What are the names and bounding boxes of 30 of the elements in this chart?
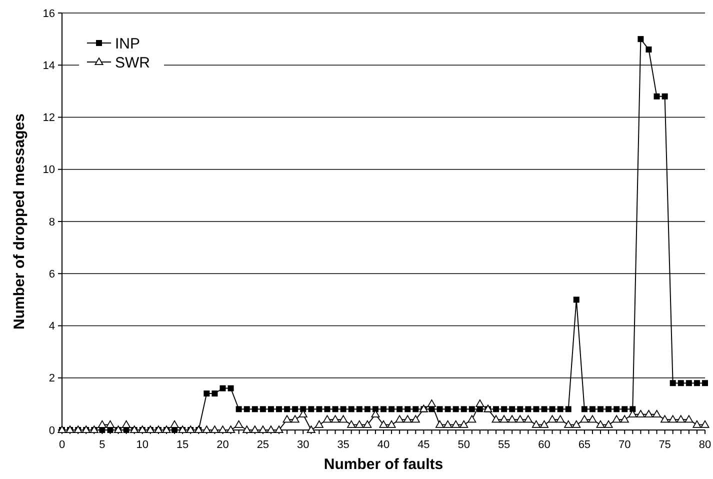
y-axis-title: Number of dropped messages (11, 114, 28, 330)
x-tick-label: 15 (176, 439, 189, 451)
y-tick-label: 16 (42, 8, 55, 20)
x-tick-label: 10 (136, 439, 148, 451)
x-tick-label: 70 (618, 439, 631, 451)
x-tick-label: 75 (658, 439, 671, 451)
x-tick-label: 80 (698, 439, 712, 451)
x-tick-label: 55 (498, 439, 510, 451)
x-tick-label: 5 (99, 439, 106, 451)
legend-label: INP (115, 35, 140, 52)
x-tick-label: 50 (458, 439, 470, 451)
y-tick-label: 12 (42, 112, 55, 124)
y-tick-label: 6 (48, 268, 55, 280)
x-tick-label: 35 (337, 439, 350, 451)
x-tick-label: 20 (216, 439, 229, 451)
x-tick-label: 40 (377, 439, 390, 451)
legend-label: SWR (115, 54, 150, 72)
y-tick-label: 4 (48, 320, 55, 333)
y-tick-label: 2 (48, 372, 55, 385)
x-tick-label: 60 (538, 439, 550, 451)
x-tick-label: 25 (256, 439, 270, 451)
x-tick-label: 0 (58, 439, 66, 451)
y-tick-label: 0 (48, 424, 55, 437)
y-tick-label: 10 (42, 164, 55, 176)
x-tick-label: 45 (418, 439, 430, 451)
x-tick-label: 65 (578, 439, 591, 451)
y-tick-label: 14 (42, 60, 55, 72)
x-axis-title: Number of faults (324, 456, 444, 473)
x-tick-label: 30 (297, 439, 310, 451)
y-tick-label: 8 (48, 216, 55, 228)
